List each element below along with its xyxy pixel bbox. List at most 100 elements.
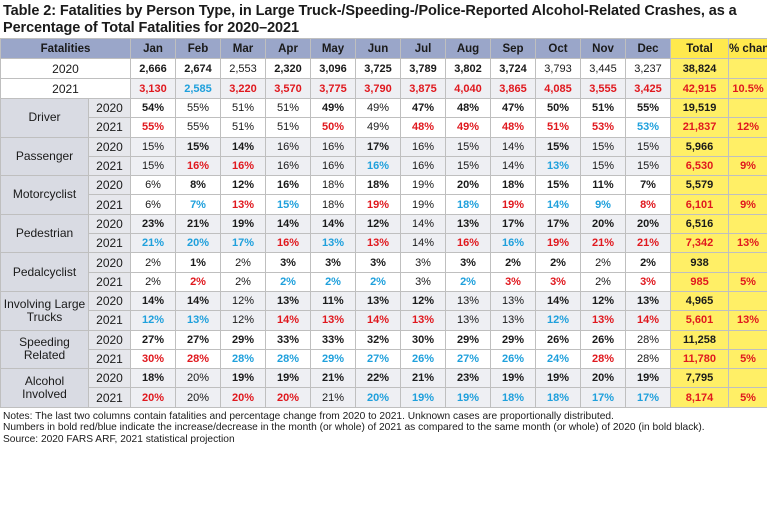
table-cell: 20% xyxy=(355,387,402,408)
table-cell: 16% xyxy=(175,155,222,177)
table-cell: 51% xyxy=(580,97,627,119)
table-cell: 14% xyxy=(400,233,447,254)
table-cell: 6% xyxy=(130,194,177,215)
table-cell: 15% xyxy=(175,136,222,157)
table-row: 2021 2% 2% 2% 2% 2% 2% 3% 2% 3% 3% 2% 3% 985 5% xyxy=(1,271,767,292)
year-label: 2020 xyxy=(87,290,132,312)
table-cell: 18% xyxy=(310,194,357,215)
table-cell: 29% xyxy=(310,348,357,370)
table-cell: 3% xyxy=(265,252,312,273)
table-cell: 32% xyxy=(355,329,402,350)
table-cell: 21% xyxy=(175,213,222,235)
table-cell: 16% xyxy=(310,155,357,177)
header-pct-change: % change xyxy=(728,38,767,59)
table-cell: 16% xyxy=(220,155,267,177)
table-cell: 47% xyxy=(490,97,537,119)
table-cell: 3% xyxy=(535,271,582,292)
table-cell: 50% xyxy=(535,97,582,119)
table-cell: 18% xyxy=(445,194,492,215)
table-cell: 15% xyxy=(130,155,177,177)
table-cell: 12% xyxy=(355,213,402,235)
year-label: 2020 xyxy=(87,175,132,196)
note-line: Notes: The last two columns contain fata… xyxy=(3,410,614,422)
table-cell: 14% xyxy=(265,310,312,331)
table-cell: 2% xyxy=(265,271,312,292)
table-cell: 13% xyxy=(445,213,492,235)
table-cell: 8% xyxy=(175,175,222,196)
table-cell: 55% xyxy=(175,117,222,138)
table-cell: 1% xyxy=(175,252,222,273)
table-cell: 17% xyxy=(490,213,537,235)
table-cell: 3% xyxy=(490,271,537,292)
table-cell: 13% xyxy=(445,290,492,312)
table-cell: 13% xyxy=(310,310,357,331)
table-cell: 27% xyxy=(355,348,402,370)
table-cell: 17% xyxy=(535,213,582,235)
table-body: 2020 2,666 2,674 2,553 2,320 3,096 3,725 3,789 3… xyxy=(0,58,767,408)
table-cell: 33% xyxy=(310,329,357,350)
table-cell: 18% xyxy=(535,387,582,408)
total-cell: 4,965 xyxy=(670,290,730,312)
year-label: 2020 xyxy=(87,97,132,119)
table-cell: 22% xyxy=(355,368,402,389)
table-cell: 14% xyxy=(490,155,537,177)
pct-change-cell xyxy=(728,175,767,196)
table-cell: 14% xyxy=(625,310,672,331)
total-cell: 6,516 xyxy=(670,213,730,235)
header-month: Jan xyxy=(130,38,177,59)
table-cell: 48% xyxy=(445,97,492,119)
table-cell: 13% xyxy=(310,233,357,254)
table-cell: 13% xyxy=(445,310,492,331)
table-cell: 19% xyxy=(220,368,267,389)
table-cell: 20% xyxy=(625,213,672,235)
table-cell: 4,085 xyxy=(535,78,582,99)
table-row: 2021 30% 28% 28% 28% 29% 27% 26% 27% 26% 24% 28% 28%… xyxy=(1,348,767,370)
table-cell: 6% xyxy=(130,175,177,196)
total-cell: 5,601 xyxy=(670,310,730,331)
table-row: 2021 3,130 2,585 3,220 3,570 3,775 3,790 3,875 4… xyxy=(0,78,767,99)
table-row: 2021 6% 7% 13% 15% 18% 19% 19% 18% 19% 14% 9% 8% 6,10… xyxy=(1,194,767,215)
table-cell: 20% xyxy=(175,387,222,408)
table-cell: 20% xyxy=(580,213,627,235)
table-cell: 16% xyxy=(400,136,447,157)
table-cell: 2,320 xyxy=(265,58,312,79)
table-cell: 20% xyxy=(580,368,627,389)
table-cell: 2% xyxy=(580,252,627,273)
table-cell: 20% xyxy=(130,387,177,408)
table-cell: 21% xyxy=(580,233,627,254)
table-cell: 2% xyxy=(625,252,672,273)
table-cell: 3% xyxy=(625,271,672,292)
total-cell: 985 xyxy=(670,271,730,292)
table-cell: 3,802 xyxy=(445,58,492,79)
pct-change-cell xyxy=(728,252,767,273)
table-cell: 8% xyxy=(625,194,672,215)
table-cell: 17% xyxy=(580,387,627,408)
table-cell: 14% xyxy=(355,310,402,331)
table-cell: 49% xyxy=(445,117,492,138)
table-cell: 20% xyxy=(445,175,492,196)
header-month: Jul xyxy=(400,38,447,59)
table-cell: 48% xyxy=(490,117,537,138)
year-label: 2021 xyxy=(87,271,132,292)
table-cell: 3,789 xyxy=(400,58,447,79)
table-cell: 3,237 xyxy=(625,58,672,79)
table-cell: 14% xyxy=(310,213,357,235)
table-cell: 26% xyxy=(490,348,537,370)
pct-change-cell: 5% xyxy=(728,348,767,370)
table-cell: 12% xyxy=(535,310,582,331)
table-cell: 3,570 xyxy=(265,78,312,99)
person-type-label: Driver xyxy=(0,98,89,138)
table-cell: 14% xyxy=(220,136,267,157)
table-row: Pedalcyclist 2020 2% 1% 2% 3% 3% 3% 3% 3% 2% 2% 2% 2%… xyxy=(0,252,767,292)
table-cell: 2,585 xyxy=(175,78,222,99)
table-cell: 2% xyxy=(355,271,402,292)
table-row: 2021 12% 13% 12% 14% 13% 14% 13% 13% 13% 12% 13% 14%… xyxy=(1,310,767,331)
header-month: Mar xyxy=(220,38,267,59)
table-cell: 24% xyxy=(535,348,582,370)
table-cell: 13% xyxy=(535,155,582,177)
table-row: Passenger 2020 15% 15% 14% 16% 16% 17% 16% 15% 14%… xyxy=(0,136,767,177)
table-cell: 30% xyxy=(130,348,177,370)
table-cell: 30% xyxy=(400,329,447,350)
table-cell: 29% xyxy=(220,329,267,350)
year-label: 2021 xyxy=(0,78,132,99)
